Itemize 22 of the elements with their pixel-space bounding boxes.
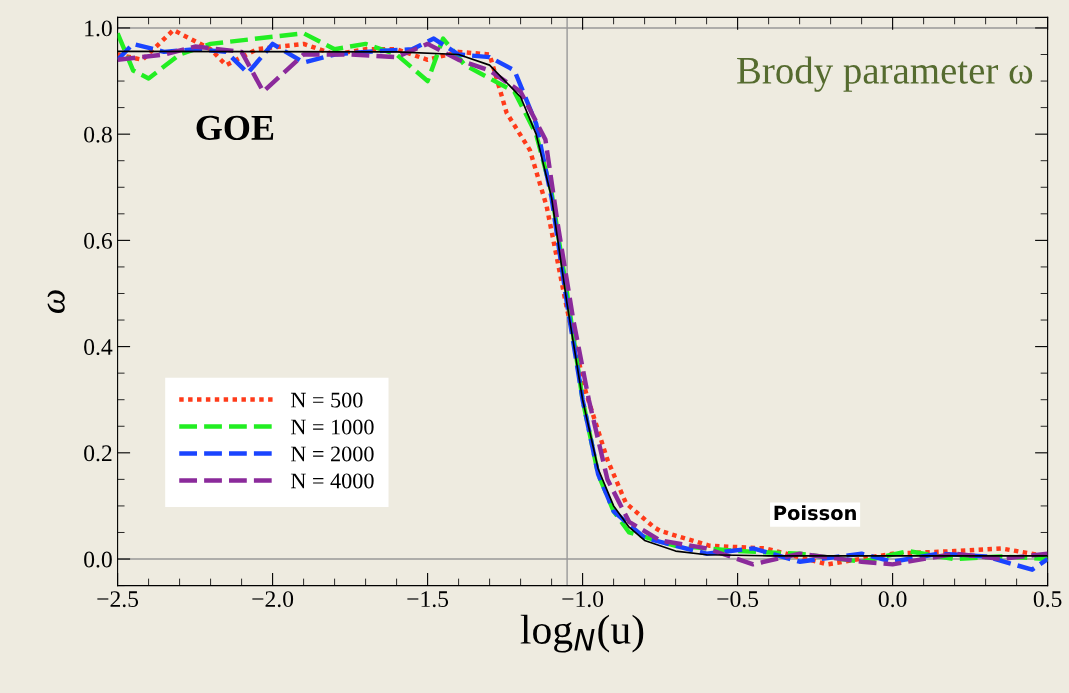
x-tick-label: −2.5 [97, 591, 139, 608]
legend-label: N = 2000 [290, 446, 374, 462]
legend-label: N = 4000 [290, 473, 374, 489]
x-tick-label: −2.0 [252, 591, 294, 608]
y-tick-label: 1.0 [85, 20, 112, 37]
x-axis-title: log$_{N}$(u) [520, 614, 644, 653]
annotation: GOE [196, 115, 274, 141]
annotation: Poisson [774, 505, 856, 521]
y-axis-title: ω [47, 290, 65, 313]
y-tick-label: 0.2 [84, 445, 112, 462]
text: Brody parameter ω [737, 56, 1033, 92]
y-tick-label: 0.6 [84, 232, 113, 249]
x-tick-label: −1.0 [562, 591, 604, 608]
y-tick-label: 0.0 [84, 551, 112, 568]
legend-label: N = 500 [290, 392, 363, 408]
x-tick-label: 0.0 [878, 591, 907, 608]
legend-label: N = 1000 [290, 419, 374, 435]
x-tick-label: −0.5 [717, 591, 759, 608]
y-tick-label: 0.8 [84, 126, 112, 143]
x-tick-label: 0.5 [1033, 591, 1062, 608]
x-tick-label: −1.5 [407, 591, 449, 608]
y-tick-label: 0.4 [84, 339, 113, 356]
